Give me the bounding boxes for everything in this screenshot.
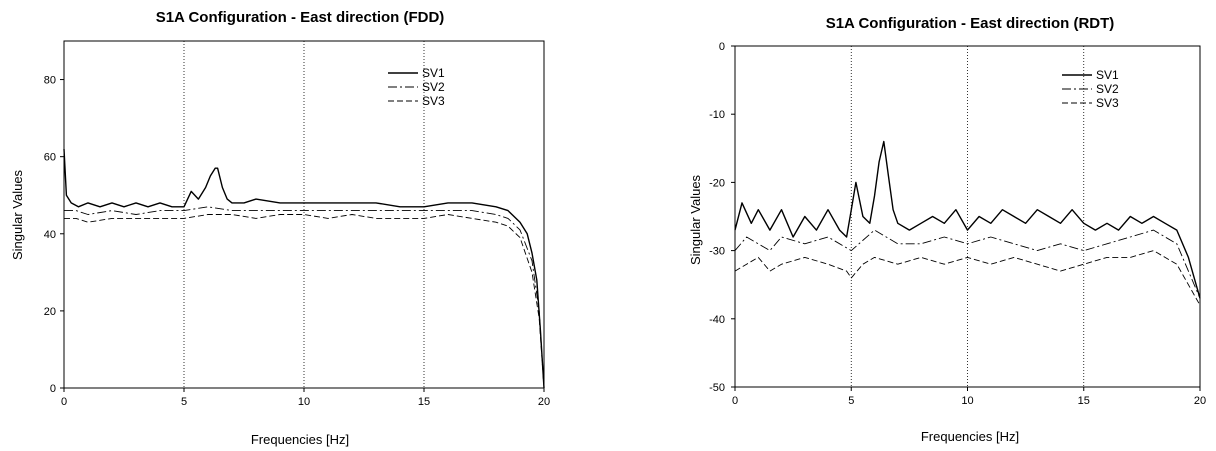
x-tick-label: 0 bbox=[732, 395, 738, 407]
chart-rdt: S1A Configuration - East direction (RDT)… bbox=[620, 0, 1216, 451]
series-line-sv3 bbox=[64, 214, 545, 389]
legend-label-sv3: SV3 bbox=[1096, 96, 1119, 110]
series-line-sv3 bbox=[734, 250, 1201, 306]
legend-label-sv1: SV1 bbox=[422, 66, 445, 80]
series-line-sv2 bbox=[734, 229, 1201, 299]
series-line-sv1 bbox=[734, 140, 1201, 299]
y-tick-label: -30 bbox=[709, 246, 725, 258]
x-tick-label: 20 bbox=[538, 396, 550, 408]
y-tick-label: -20 bbox=[709, 177, 725, 189]
x-axis-label: Frequencies [Hz] bbox=[251, 432, 349, 447]
y-tick-label: 40 bbox=[44, 229, 56, 241]
x-tick-label: 15 bbox=[418, 396, 430, 408]
y-axis-label: Singular Values bbox=[10, 169, 25, 260]
chart-fdd-svg: S1A Configuration - East direction (FDD)… bbox=[10, 9, 550, 447]
x-tick-label: 0 bbox=[61, 396, 67, 408]
chart-rdt-svg: S1A Configuration - East direction (RDT)… bbox=[688, 15, 1206, 444]
legend-label-sv1: SV1 bbox=[1096, 68, 1119, 82]
chart-fdd: S1A Configuration - East direction (FDD)… bbox=[0, 0, 600, 451]
x-tick-label: 10 bbox=[961, 395, 973, 407]
y-tick-label: 20 bbox=[44, 306, 56, 318]
legend-label-sv2: SV2 bbox=[1096, 82, 1119, 96]
x-tick-label: 5 bbox=[848, 395, 854, 407]
series-line-sv2 bbox=[64, 206, 545, 389]
chart-title: S1A Configuration - East direction (FDD) bbox=[156, 9, 445, 26]
y-tick-label: 80 bbox=[44, 75, 56, 87]
y-tick-label: 0 bbox=[719, 41, 725, 53]
legend-label-sv2: SV2 bbox=[422, 80, 445, 94]
x-tick-label: 15 bbox=[1078, 395, 1090, 407]
chart-title: S1A Configuration - East direction (RDT) bbox=[826, 15, 1115, 32]
y-tick-label: -50 bbox=[709, 382, 725, 394]
y-tick-label: 0 bbox=[50, 383, 56, 395]
x-tick-label: 20 bbox=[1194, 395, 1206, 407]
legend-label-sv3: SV3 bbox=[422, 94, 445, 108]
x-axis-label: Frequencies [Hz] bbox=[921, 429, 1019, 444]
y-tick-label: -10 bbox=[709, 109, 725, 121]
y-tick-label: -40 bbox=[709, 314, 725, 326]
y-tick-label: 60 bbox=[44, 152, 56, 164]
series-line-sv1 bbox=[63, 148, 545, 389]
x-tick-label: 5 bbox=[181, 396, 187, 408]
x-tick-label: 10 bbox=[298, 396, 310, 408]
y-axis-label: Singular Values bbox=[688, 174, 703, 265]
